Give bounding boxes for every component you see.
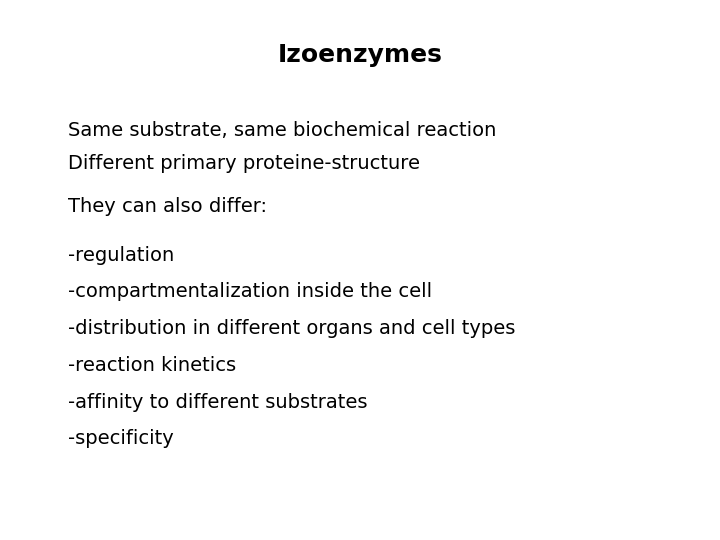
Text: Same substrate, same biochemical reaction: Same substrate, same biochemical reactio… [68,122,497,140]
Text: -distribution in different organs and cell types: -distribution in different organs and ce… [68,319,516,338]
Text: -affinity to different substrates: -affinity to different substrates [68,393,368,411]
Text: Different primary proteine-structure: Different primary proteine-structure [68,154,420,173]
Text: -regulation: -regulation [68,246,175,265]
Text: Izoenzymes: Izoenzymes [278,43,442,67]
Text: They can also differ:: They can also differ: [68,197,267,216]
Text: -reaction kinetics: -reaction kinetics [68,356,237,375]
Text: -compartmentalization inside the cell: -compartmentalization inside the cell [68,282,433,301]
Text: -specificity: -specificity [68,429,174,448]
